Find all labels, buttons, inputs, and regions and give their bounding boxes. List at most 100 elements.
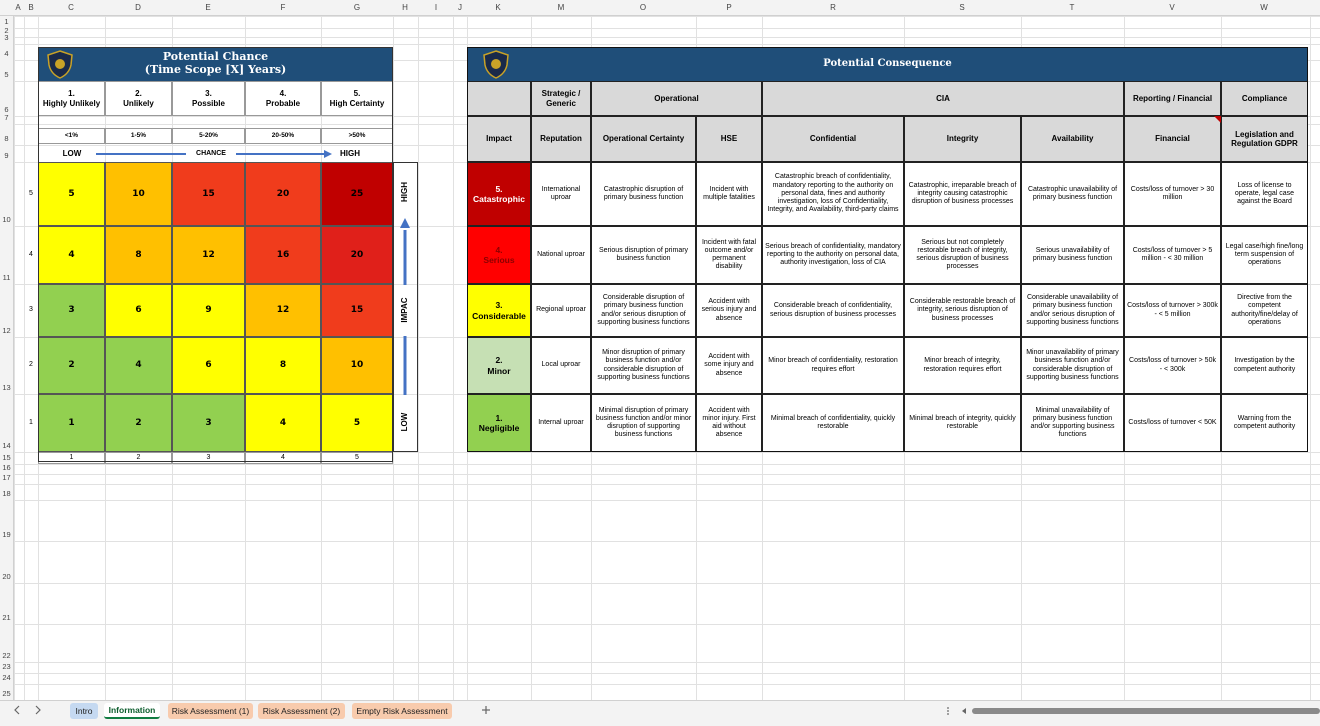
- chance-header: 1. Highly Unlikely: [38, 81, 105, 116]
- impact-number: 4: [29, 250, 33, 258]
- column-header: B: [28, 3, 34, 13]
- impact-level-number: 2.: [495, 355, 503, 366]
- risk-cell: 3: [38, 284, 105, 337]
- row-header: 1: [4, 17, 9, 26]
- risk-cell: 15: [172, 162, 245, 226]
- impact-level-label: Catastrophic: [473, 194, 525, 204]
- gridline: [0, 484, 1320, 485]
- consequence-cell: Minor breach of confidentiality, restora…: [762, 337, 904, 394]
- consequence-cell: Minor breach of integrity, restoration r…: [904, 337, 1021, 394]
- row-header-bar: [0, 16, 14, 700]
- risk-cell: 12: [245, 284, 321, 337]
- chance-number: 1.: [68, 89, 75, 99]
- consequence-cell: Minimal disruption of primary business f…: [591, 394, 696, 452]
- consequence-cell: Considerable breach of confidentiality, …: [762, 284, 904, 337]
- column-header: W: [1260, 3, 1268, 13]
- sheet-tab[interactable]: Intro: [70, 703, 98, 719]
- consequence-cell: Catastrophic, irreparable breach of inte…: [904, 162, 1021, 226]
- impact-level-label: Serious: [483, 255, 515, 265]
- column-header: F: [280, 3, 286, 13]
- impact-level-label: Considerable: [472, 310, 526, 321]
- row-header: 11: [2, 273, 11, 282]
- row-header: 6: [4, 105, 9, 114]
- row-header: 9: [4, 151, 9, 160]
- risk-cell: 16: [245, 226, 321, 284]
- column-header: J: [458, 3, 462, 13]
- gridline: [0, 37, 1320, 38]
- gridline: [418, 0, 419, 700]
- risk-cell: 15: [321, 284, 393, 337]
- risk-cell: 20: [321, 226, 393, 284]
- column-header: H: [402, 3, 408, 13]
- consequence-cell: Minimal breach of integrity, quickly res…: [904, 394, 1021, 452]
- impact-level: 4. Serious: [467, 226, 531, 284]
- column-header: T: [1069, 3, 1075, 13]
- chance-range: >50%: [321, 128, 393, 144]
- sheet-tab[interactable]: Empty Risk Assessment: [352, 703, 452, 719]
- gridline: [24, 0, 25, 700]
- risk-cell: 10: [105, 162, 172, 226]
- consequence-cell: Catastrophic breach of confidentiality, …: [762, 162, 904, 226]
- gridline: [0, 583, 1320, 584]
- column-header: D: [135, 3, 141, 13]
- row-header: 4: [4, 49, 9, 58]
- column-header-cell: Availability: [1021, 116, 1124, 162]
- consequence-cell: Regional uproar: [531, 284, 591, 337]
- sheet-tab[interactable]: Risk Assessment (2): [258, 703, 345, 719]
- column-header: A: [15, 3, 21, 13]
- impact-level-label: Minor: [487, 365, 511, 376]
- impact-level: 2. Minor: [467, 337, 531, 394]
- column-header-cell: Financial: [1124, 116, 1221, 162]
- column-header: I: [434, 3, 438, 13]
- risk-cell: 2: [105, 394, 172, 452]
- table-title: Potential Consequence: [467, 47, 1308, 81]
- column-header-cell: HSE: [696, 116, 762, 162]
- gridline: [1310, 0, 1311, 700]
- risk-cell: 10: [321, 337, 393, 394]
- group-header: Compliance: [1221, 81, 1308, 116]
- row-header: 24: [2, 673, 11, 682]
- chance-range: <1%: [38, 128, 105, 144]
- consequence-cell: Considerable restorable breach of integr…: [904, 284, 1021, 337]
- chance-header: 3. Possible: [172, 81, 245, 116]
- consequence-cell: Serious unavailability of primary busine…: [1021, 226, 1124, 284]
- impact-number: 2: [29, 361, 33, 369]
- consequence-cell: Incident with multiple fatalities: [696, 162, 762, 226]
- consequence-cell: Minimal unavailability of primary busine…: [1021, 394, 1124, 452]
- consequence-cell: National uproar: [531, 226, 591, 284]
- column-header: M: [557, 3, 565, 13]
- chance-label: High Certainty: [329, 98, 385, 108]
- row-header: 3: [4, 33, 9, 42]
- gridline: [0, 673, 1320, 674]
- risk-cell: 20: [245, 162, 321, 226]
- consequence-cell: Legal case/high fine/long term suspensio…: [1221, 226, 1308, 284]
- gridline: [0, 44, 1320, 45]
- consequence-cell: Internal uproar: [531, 394, 591, 452]
- chance-axis-low: LOW: [62, 149, 82, 159]
- consequence-cell: Directive from the competent authority/f…: [1221, 284, 1308, 337]
- chance-number: 5.: [353, 89, 361, 99]
- row-header: 20: [2, 572, 11, 581]
- consequence-cell: Serious but not completely restorable br…: [904, 226, 1021, 284]
- consequence-cell: Costs/loss of turnover < 50K: [1124, 394, 1221, 452]
- chance-number: 4.: [279, 89, 287, 99]
- column-header-cell: Confidential: [762, 116, 904, 162]
- gridline: [0, 541, 1320, 542]
- gridline: [14, 0, 15, 700]
- risk-cell: 6: [172, 337, 245, 394]
- gridline: [0, 464, 1320, 465]
- group-header: Operational: [591, 81, 762, 116]
- sheet-tab[interactable]: Information: [104, 703, 160, 719]
- gridline: [0, 662, 1320, 663]
- gridline: [0, 684, 1320, 685]
- row-header: 7: [4, 113, 9, 122]
- gridline: [0, 474, 1320, 475]
- consequence-cell: Accident with serious injury and absence: [696, 284, 762, 337]
- row-header: 22: [2, 651, 11, 660]
- sheet-tab[interactable]: Risk Assessment (1): [168, 703, 253, 719]
- gridline: [0, 16, 1320, 17]
- column-header: R: [830, 3, 836, 13]
- subtitle: (Time Scope [X] Years): [144, 63, 287, 76]
- risk-cell: 5: [38, 162, 105, 226]
- row-header: 21: [2, 613, 11, 622]
